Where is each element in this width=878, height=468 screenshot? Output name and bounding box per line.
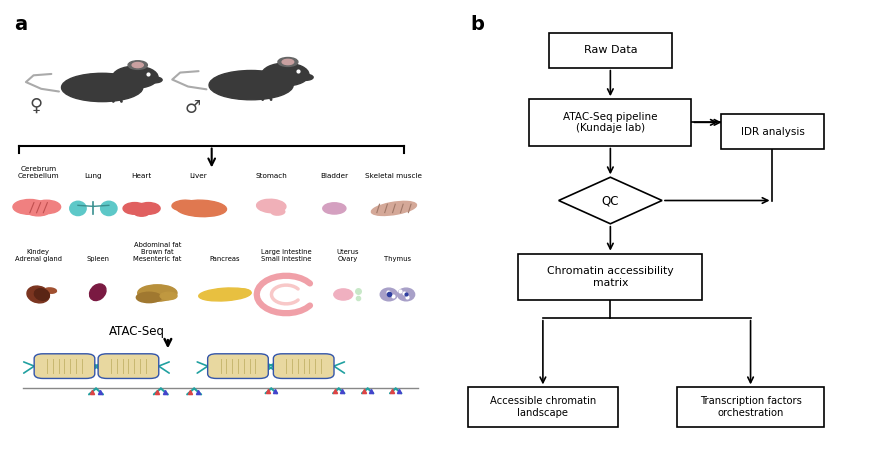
Text: Kindey
Adrenal gland: Kindey Adrenal gland (15, 249, 61, 262)
Ellipse shape (275, 355, 332, 362)
Text: IDR analysis: IDR analysis (739, 127, 803, 137)
Text: b: b (470, 15, 484, 34)
Ellipse shape (277, 58, 298, 66)
FancyBboxPatch shape (529, 99, 691, 146)
Ellipse shape (209, 355, 267, 362)
Text: QC: QC (601, 194, 618, 207)
Ellipse shape (100, 201, 117, 216)
Ellipse shape (13, 199, 47, 214)
Text: Pancreas: Pancreas (209, 256, 240, 262)
Ellipse shape (172, 200, 197, 211)
Ellipse shape (32, 200, 61, 213)
Text: a: a (15, 15, 27, 34)
Ellipse shape (275, 370, 332, 378)
Ellipse shape (209, 370, 267, 378)
Text: ♂: ♂ (184, 99, 200, 117)
Ellipse shape (27, 286, 49, 303)
Text: Liver: Liver (190, 173, 207, 179)
Text: Cerebrum
Cerebellum: Cerebrum Cerebellum (18, 166, 59, 179)
FancyBboxPatch shape (720, 114, 824, 149)
Ellipse shape (282, 59, 293, 65)
Ellipse shape (380, 288, 397, 301)
Ellipse shape (397, 288, 414, 301)
Ellipse shape (235, 289, 251, 296)
Ellipse shape (61, 73, 142, 102)
Text: Large intestine
Small intestine: Large intestine Small intestine (261, 249, 311, 262)
Ellipse shape (256, 199, 285, 213)
Ellipse shape (138, 285, 176, 301)
Text: Bladder: Bladder (320, 173, 348, 179)
Ellipse shape (123, 203, 147, 214)
Ellipse shape (334, 289, 352, 300)
FancyBboxPatch shape (467, 388, 617, 427)
Text: Uterus
Ovary: Uterus Ovary (336, 249, 358, 262)
FancyBboxPatch shape (273, 354, 334, 379)
Ellipse shape (137, 203, 160, 214)
Ellipse shape (132, 63, 143, 67)
FancyBboxPatch shape (34, 354, 95, 379)
Ellipse shape (136, 292, 162, 303)
Ellipse shape (147, 77, 162, 83)
Ellipse shape (128, 61, 148, 69)
Text: ATAC-Seq pipeline
(Kundaje lab): ATAC-Seq pipeline (Kundaje lab) (563, 111, 657, 133)
Ellipse shape (160, 292, 176, 300)
Text: Spleen: Spleen (86, 256, 109, 262)
Text: ATAC-Seq: ATAC-Seq (109, 325, 165, 338)
Ellipse shape (262, 63, 308, 86)
Ellipse shape (99, 355, 157, 362)
Text: Abdominal fat
Brown fat
Mesenteric fat: Abdominal fat Brown fat Mesenteric fat (133, 242, 182, 262)
Ellipse shape (297, 74, 313, 80)
Text: Thymus: Thymus (384, 256, 411, 262)
Text: Lung: Lung (84, 173, 102, 179)
Text: Skeletal muscle: Skeletal muscle (365, 173, 422, 179)
Polygon shape (558, 177, 661, 224)
FancyBboxPatch shape (518, 254, 702, 300)
Text: Heart: Heart (132, 173, 152, 179)
Ellipse shape (34, 289, 49, 300)
Ellipse shape (90, 284, 106, 300)
Ellipse shape (27, 207, 49, 216)
Ellipse shape (371, 201, 416, 215)
Text: Stomach: Stomach (255, 173, 287, 179)
Text: Chromatin accessibility
matrix: Chromatin accessibility matrix (546, 266, 673, 288)
Ellipse shape (198, 288, 250, 301)
Ellipse shape (209, 71, 293, 100)
Ellipse shape (35, 355, 93, 362)
FancyBboxPatch shape (676, 388, 824, 427)
Ellipse shape (45, 288, 56, 293)
Ellipse shape (112, 66, 158, 88)
Ellipse shape (176, 200, 227, 217)
Ellipse shape (35, 370, 93, 378)
Text: Accessible chromatin
landscape: Accessible chromatin landscape (489, 396, 595, 418)
FancyBboxPatch shape (549, 33, 671, 68)
Ellipse shape (322, 203, 346, 214)
Ellipse shape (134, 210, 148, 216)
Ellipse shape (99, 370, 157, 378)
Ellipse shape (69, 201, 86, 216)
FancyBboxPatch shape (207, 354, 268, 379)
FancyBboxPatch shape (98, 354, 159, 379)
Text: ♀: ♀ (30, 97, 43, 115)
Text: Transcription factors
orchestration: Transcription factors orchestration (699, 396, 801, 418)
Text: Raw Data: Raw Data (583, 45, 637, 55)
Ellipse shape (271, 209, 284, 215)
